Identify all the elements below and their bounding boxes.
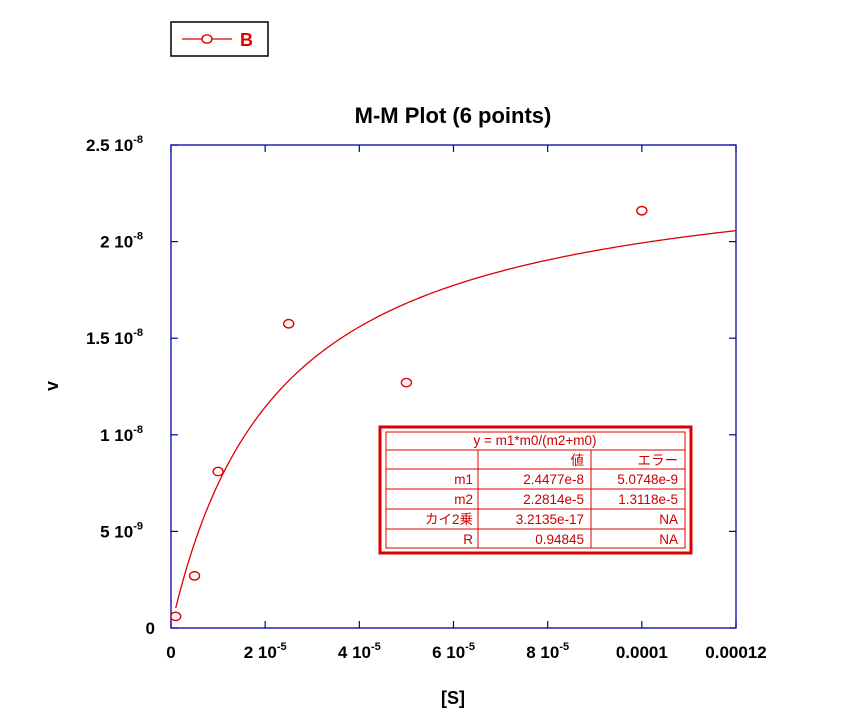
- data-point: [170, 611, 182, 622]
- y-tick-label: 2 10-8: [100, 231, 143, 252]
- fit-table-cell: m1: [454, 472, 473, 487]
- fit-table-header: エラー: [638, 453, 679, 468]
- x-tick-label: 0.00012: [705, 643, 766, 662]
- y-tick-label: 0: [146, 619, 155, 638]
- y-axis-title: v: [42, 381, 62, 391]
- fit-equation: y = m1*m0/(m2+m0): [473, 433, 596, 448]
- legend-label: B: [240, 30, 253, 50]
- fit-table-header: 値: [571, 453, 585, 468]
- legend-marker: [201, 34, 213, 44]
- x-tick-label: 6 10-5: [432, 641, 475, 662]
- fit-table-cell: 1.3118e-5: [618, 492, 678, 507]
- data-points: [170, 205, 648, 622]
- legend: B: [170, 21, 269, 57]
- x-tick-label: 0: [166, 643, 175, 662]
- fit-table-cell: m2: [454, 492, 473, 507]
- data-point: [636, 205, 648, 216]
- fit-table-cell: 2.2814e-5: [523, 492, 584, 507]
- x-axis-ticks: 0 2 10-5 4 10-5 6 10-5 8 10-5 0.0001 0.00012: [166, 145, 767, 662]
- x-tick-label: 0.0001: [616, 643, 668, 662]
- fit-curve: [175, 230, 737, 609]
- y-tick-label: 5 10-9: [100, 520, 143, 541]
- fit-table-cell: カイ2乗: [425, 512, 473, 527]
- fit-table-cell: 2.4477e-8: [523, 472, 584, 487]
- data-point: [188, 570, 201, 581]
- x-tick-label: 2 10-5: [244, 641, 287, 662]
- y-tick-label: 1.5 10-8: [86, 327, 143, 348]
- data-point: [212, 466, 224, 477]
- chart-title: M-M Plot (6 points): [355, 103, 552, 128]
- fit-table-cell: R: [463, 532, 473, 547]
- fit-table: y = m1*m0/(m2+m0) 値 エラー m1 2.4477e-8 5.0…: [378, 425, 693, 555]
- data-point: [400, 377, 413, 388]
- x-tick-label: 4 10-5: [338, 641, 381, 662]
- data-point: [283, 318, 295, 329]
- x-tick-label: 8 10-5: [526, 641, 569, 662]
- fit-table-outer-border: [378, 425, 693, 555]
- fit-table-cell: NA: [659, 532, 678, 547]
- plot-frame: [170, 144, 737, 629]
- fit-table-cell: 3.2135e-17: [516, 512, 584, 527]
- y-axis-ticks: 0 5 10-9 1 10-8 1.5 10-8 2 10-8 2.5 10-8: [86, 134, 736, 638]
- y-tick-label: 2.5 10-8: [86, 134, 143, 155]
- fit-table-cell: NA: [659, 512, 678, 527]
- x-axis-title: [S]: [441, 688, 465, 708]
- y-tick-label: 1 10-8: [100, 424, 143, 445]
- fit-table-inner-border: [385, 431, 686, 549]
- fit-table-cell: 5.0748e-9: [617, 472, 678, 487]
- fit-table-cell: 0.94845: [535, 532, 584, 547]
